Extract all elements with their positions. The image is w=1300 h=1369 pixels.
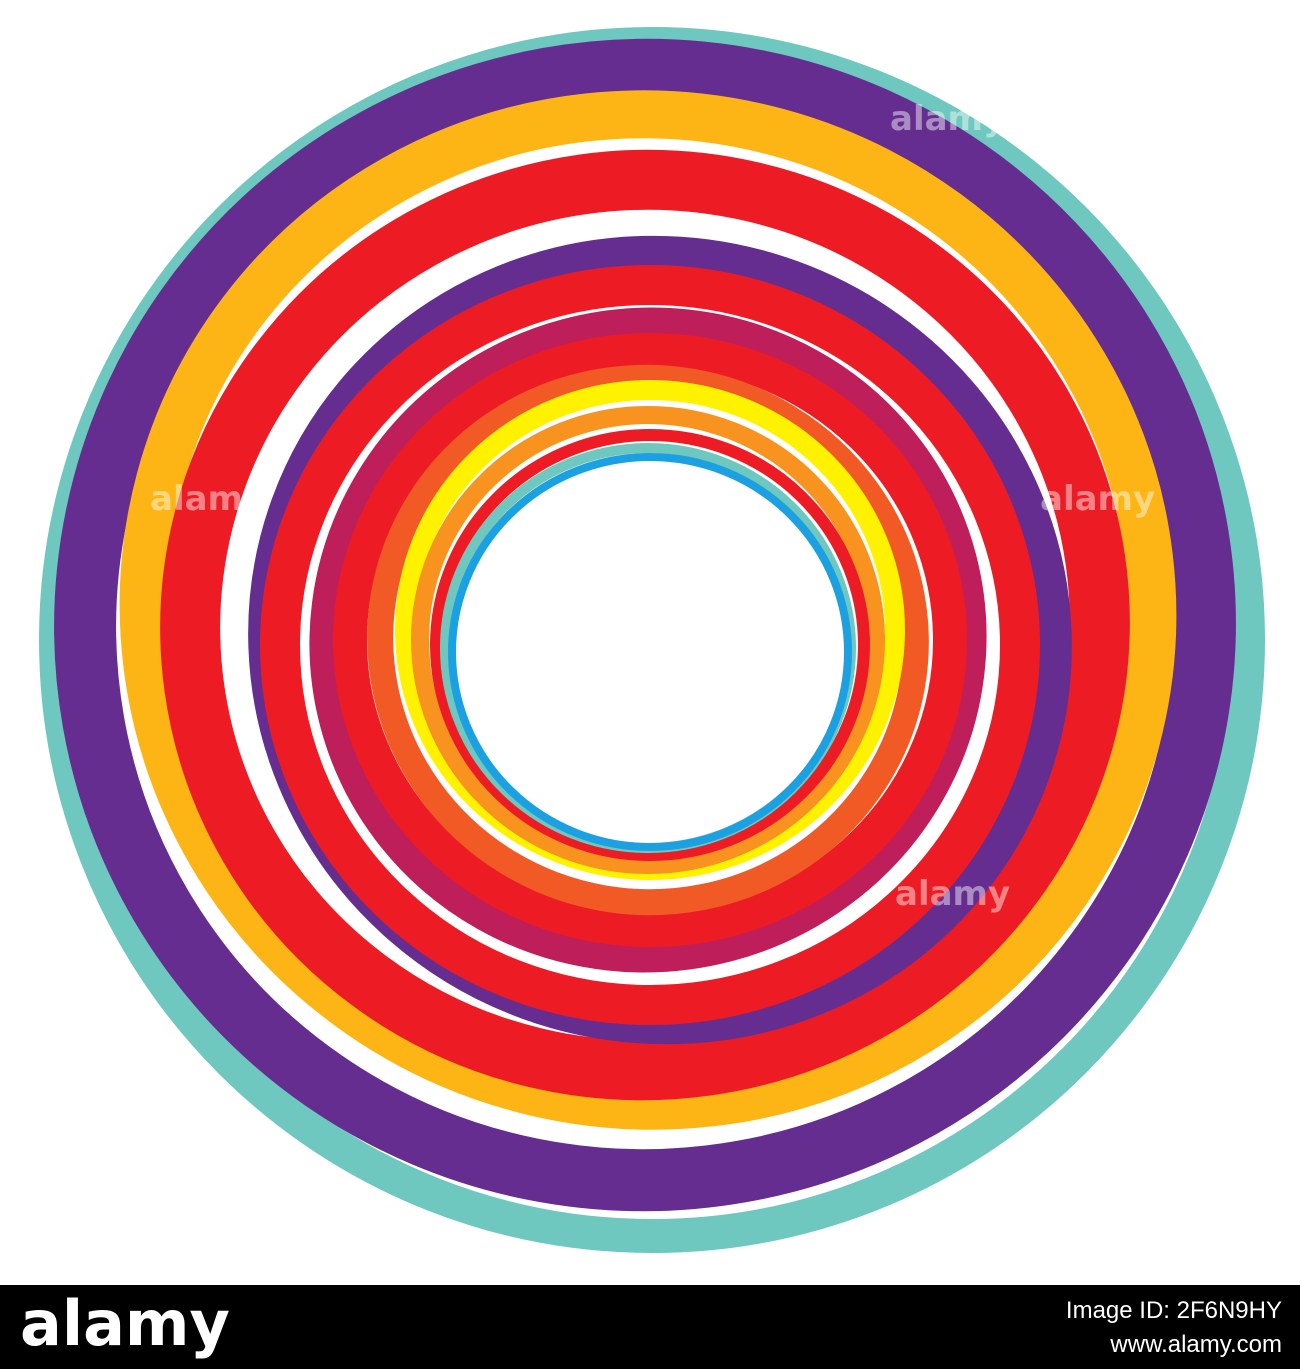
ring [309,307,987,973]
swirl [39,27,1265,1253]
image-id: Image ID: 2F6N9HY [1066,1297,1282,1324]
footer-logo: alamy [20,1287,230,1360]
ring [160,149,1130,1101]
site-url: www.alamy.com [1109,1331,1282,1358]
watermark-text: alamy [1040,479,1155,519]
ring [260,265,1040,1025]
ring [54,38,1236,1212]
ring [411,406,885,874]
ring [430,429,870,861]
watermark-text: alamy [895,874,1010,914]
ring [119,90,1177,1130]
watermark-text: alamy [150,479,265,519]
ring [333,333,967,947]
footer-bar [0,1285,1300,1369]
ring [448,453,852,851]
watermarks: alamy alamy alamy alamy [150,99,1155,914]
ring [367,364,929,916]
watermark-text: alamy [890,99,1005,139]
